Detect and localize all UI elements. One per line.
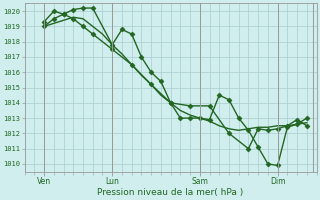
- X-axis label: Pression niveau de la mer( hPa ): Pression niveau de la mer( hPa ): [98, 188, 244, 197]
